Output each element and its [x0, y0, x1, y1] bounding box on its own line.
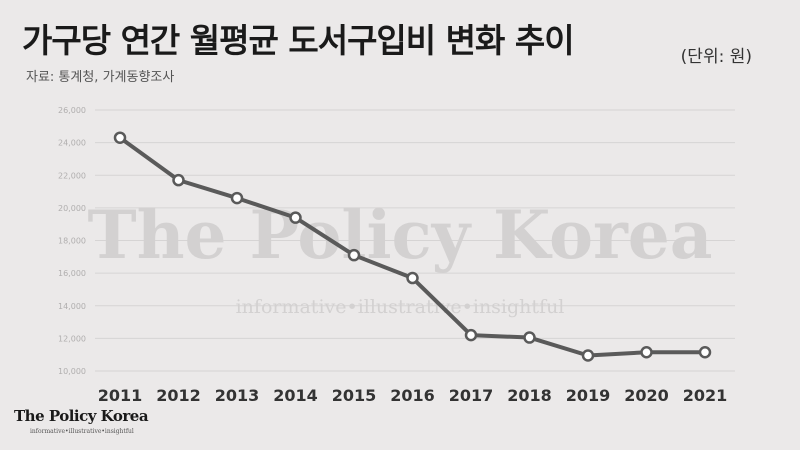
y-tick-label: 26,000 — [58, 106, 86, 115]
x-tick-label: 2017 — [449, 386, 494, 405]
data-point — [640, 345, 653, 359]
data-point — [698, 345, 712, 359]
data-point — [464, 328, 478, 342]
data-point — [230, 191, 244, 205]
watermark-text: The Policy Korea — [87, 196, 712, 274]
y-tick-label: 14,000 — [58, 302, 86, 311]
data-point — [172, 173, 185, 187]
brand-tagline: informative•illustrative•insightful — [30, 428, 134, 435]
brand-logo: The Policy Korea — [14, 407, 149, 425]
chart-title: 가구당 연간 월평균 도서구입비 변화 추이 — [22, 21, 575, 60]
watermark: The Policy Korea informative•illustrativ… — [87, 196, 712, 318]
x-tick-label: 2016 — [390, 386, 435, 405]
y-tick-label: 20,000 — [58, 204, 86, 213]
data-point — [347, 248, 361, 262]
y-tick-label: 18,000 — [58, 237, 86, 246]
x-tick-label: 2013 — [215, 386, 260, 405]
y-tick-label: 22,000 — [58, 171, 86, 180]
x-tick-label: 2012 — [156, 386, 201, 405]
series — [113, 131, 712, 362]
y-tick-label: 12,000 — [58, 334, 86, 343]
y-tick-label: 24,000 — [58, 139, 86, 148]
y-tick-label: 10,000 — [58, 367, 86, 376]
y-tick-label: 16,000 — [58, 269, 86, 278]
x-tick-label: 2019 — [566, 386, 611, 405]
data-point — [113, 131, 127, 144]
unit-label: (단위: 원) — [680, 47, 752, 67]
data-point — [523, 331, 536, 344]
y-tick-labels: 10,000 12,000 14,000 16,000 18,000 20,000 22,0… — [58, 106, 86, 376]
x-tick-label: 2015 — [332, 386, 377, 405]
source-label: 자료: 통계청, 가계동향조사 — [26, 70, 175, 85]
data-point — [289, 211, 302, 224]
x-tick-label: 2020 — [624, 386, 669, 405]
data-point — [581, 349, 595, 362]
x-tick-labels: 2011 2012 2013 2014 2015 2016 2017 2018 2019 2020… — [98, 386, 728, 405]
x-tick-label: 2018 — [507, 386, 552, 405]
data-point — [406, 271, 419, 285]
x-tick-label: 2011 — [98, 386, 143, 405]
x-tick-label: 2014 — [273, 386, 318, 405]
x-tick-label: 2021 — [683, 386, 728, 405]
watermark-tagline: informative•illustrative•insightful — [236, 296, 565, 318]
